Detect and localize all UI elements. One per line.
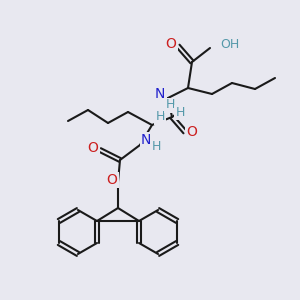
Text: O: O xyxy=(187,125,197,139)
Text: OH: OH xyxy=(220,38,239,50)
Text: O: O xyxy=(88,141,98,155)
Text: H: H xyxy=(165,98,175,112)
Text: N: N xyxy=(141,133,151,147)
Text: O: O xyxy=(106,173,117,187)
Text: O: O xyxy=(166,37,176,51)
Text: H: H xyxy=(155,110,165,124)
Text: H: H xyxy=(151,140,161,154)
Text: N: N xyxy=(155,87,165,101)
Text: H: H xyxy=(175,106,185,118)
